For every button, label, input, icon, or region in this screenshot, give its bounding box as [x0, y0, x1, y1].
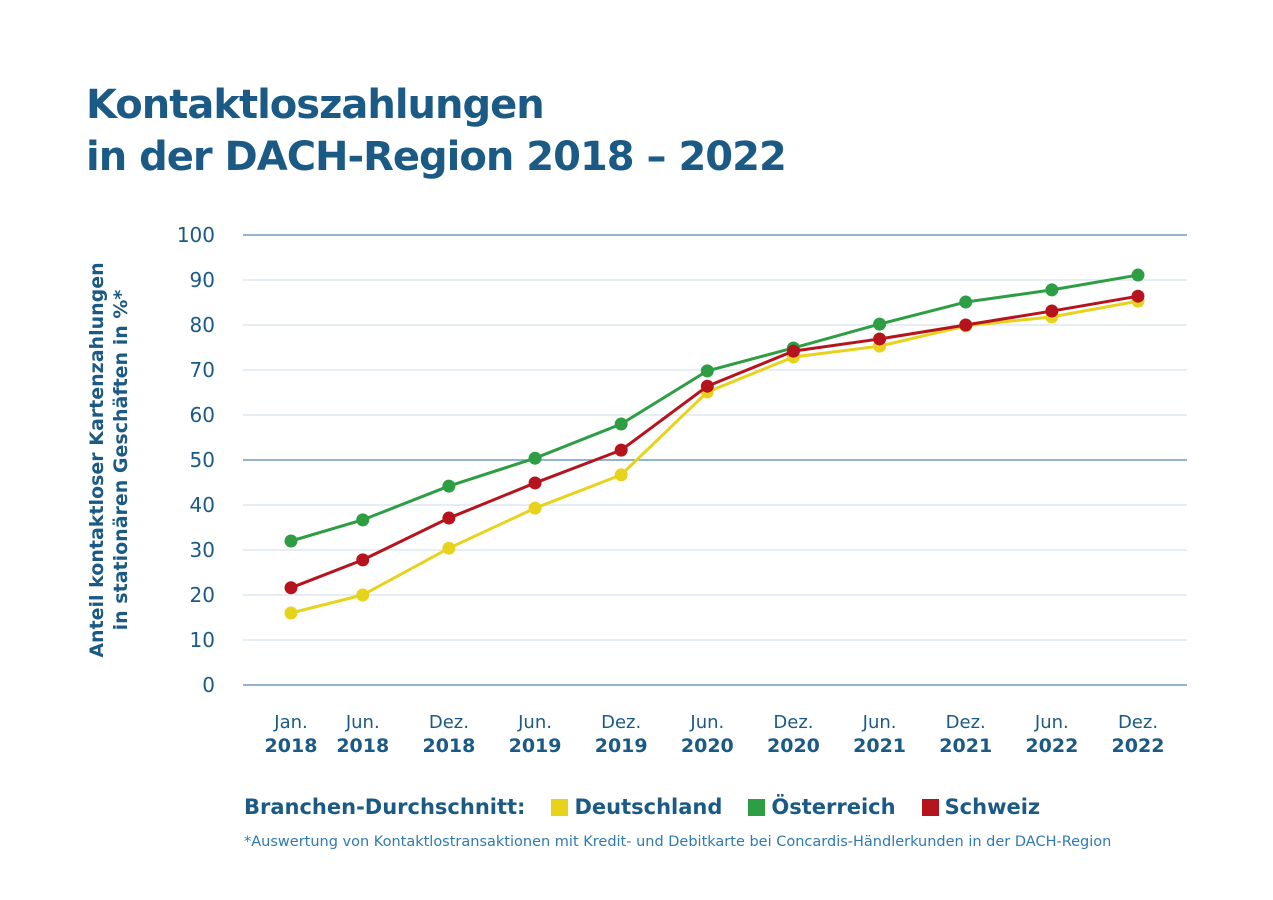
- legend-title: Branchen-Durchschnitt:: [244, 795, 526, 819]
- series-line-deutschland: [290, 299, 1139, 615]
- legend-label-deutschland: Deutschland: [574, 795, 723, 819]
- data-point-sterreich: [1045, 283, 1059, 297]
- data-point-schweiz: [442, 511, 456, 525]
- x-tick-label-year: 2022: [1112, 735, 1165, 757]
- data-point-schweiz: [700, 379, 714, 393]
- data-point-schweiz: [959, 318, 973, 332]
- y-tick-label: 20: [190, 583, 215, 607]
- data-point-schweiz: [1131, 289, 1145, 303]
- y-tick-label: 70: [190, 358, 215, 382]
- data-point-deutschland: [614, 468, 628, 482]
- x-tick-label-month: Jun.: [1034, 712, 1069, 733]
- x-tick-label-month: Jun.: [862, 712, 897, 733]
- legend-swatch-deutschland: [551, 798, 569, 816]
- footnote: *Auswertung von Kontaktlostransaktionen …: [244, 834, 1112, 850]
- x-tick-label-month: Dez.: [601, 712, 641, 733]
- y-tick-label: 60: [190, 403, 215, 427]
- chart-title-line-1: Kontaktloszahlungen: [86, 82, 545, 128]
- data-point-schweiz: [528, 476, 542, 490]
- data-point-schweiz: [1045, 304, 1059, 318]
- data-point-sterreich: [356, 513, 370, 527]
- y-tick-label: 10: [190, 628, 215, 652]
- legend-label-oesterreich: Österreich: [771, 795, 896, 819]
- x-tick-label-year: 2019: [595, 735, 648, 757]
- data-point-sterreich: [873, 317, 887, 331]
- series-line-schweiz: [290, 294, 1139, 590]
- data-point-sterreich: [614, 417, 628, 431]
- x-tick-label-month: Jun.: [689, 712, 724, 733]
- x-tick-label-month: Dez.: [773, 712, 813, 733]
- chart-title-line-2: in der DACH-Region 2018 – 2022: [86, 134, 787, 180]
- y-tick-label: 90: [190, 268, 215, 292]
- x-tick-label-month: Dez.: [946, 712, 986, 733]
- data-point-sterreich: [528, 451, 542, 465]
- y-tick-label: 50: [190, 448, 215, 472]
- data-point-schweiz: [873, 332, 887, 346]
- y-tick-label: 30: [190, 538, 215, 562]
- legend-swatch-schweiz: [921, 798, 939, 816]
- data-point-sterreich: [959, 295, 973, 309]
- x-tick-label-month: Jan.: [273, 712, 307, 733]
- legend: Branchen-Durchschnitt: Deutschland Öster…: [244, 795, 1040, 819]
- x-tick-label-year: 2021: [939, 735, 992, 757]
- data-point-schweiz: [614, 443, 628, 457]
- data-point-schweiz: [356, 553, 370, 567]
- legend-label-schweiz: Schweiz: [944, 795, 1041, 819]
- legend-swatch-oesterreich: [748, 798, 766, 816]
- x-tick-label-year: 2021: [853, 735, 906, 757]
- x-tick-label-year: 2018: [336, 735, 389, 757]
- x-tick-label-month: Jun.: [517, 712, 552, 733]
- data-point-sterreich: [700, 364, 714, 378]
- y-tick-label: 0: [202, 673, 215, 697]
- y-tick-label: 40: [190, 493, 215, 517]
- x-tick-label-month: Dez.: [1118, 712, 1158, 733]
- data-point-deutschland: [356, 588, 370, 602]
- data-point-sterreich: [442, 479, 456, 493]
- y-tick-label: 100: [177, 223, 215, 247]
- x-tick-label-month: Jun.: [345, 712, 380, 733]
- y-tick-label: 80: [190, 313, 215, 337]
- series-line-sterreich: [290, 273, 1139, 543]
- x-tick-label-year: 2019: [509, 735, 562, 757]
- x-tick-label-year: 2018: [422, 735, 475, 757]
- data-point-schweiz: [786, 344, 800, 358]
- data-point-deutschland: [528, 501, 542, 515]
- data-point-sterreich: [284, 534, 298, 548]
- x-tick-label-year: 2022: [1025, 735, 1078, 757]
- data-point-deutschland: [442, 541, 456, 555]
- data-point-schweiz: [284, 581, 298, 595]
- data-point-deutschland: [284, 606, 298, 620]
- x-tick-label-month: Dez.: [429, 712, 469, 733]
- x-tick-label-year: 2018: [265, 735, 318, 757]
- x-tick-label-year: 2020: [767, 735, 820, 757]
- data-point-sterreich: [1131, 268, 1145, 282]
- x-tick-label-year: 2020: [681, 735, 734, 757]
